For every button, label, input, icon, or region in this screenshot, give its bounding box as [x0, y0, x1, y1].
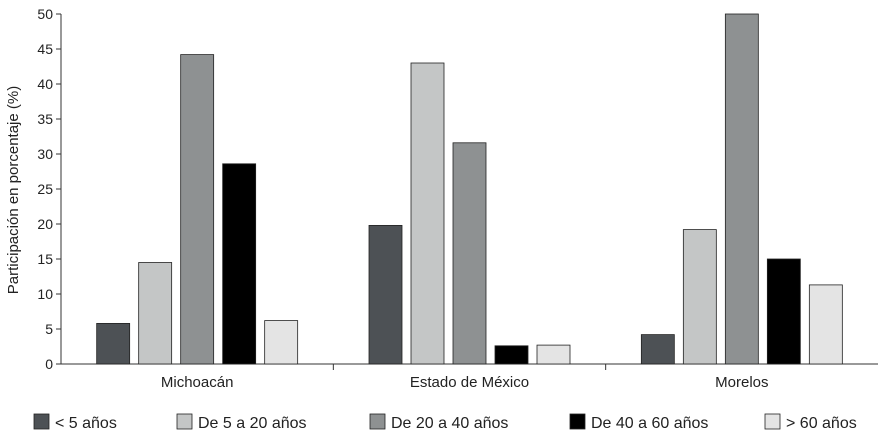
bars — [96, 13, 843, 365]
bar — [536, 344, 571, 365]
legend-label: > 60 años — [786, 415, 857, 432]
y-tick-label: 10 — [37, 286, 53, 302]
bar — [724, 13, 759, 365]
legend-swatch — [176, 413, 193, 430]
bar — [682, 229, 717, 365]
bar — [452, 142, 487, 365]
bar — [410, 62, 445, 365]
legend-swatch — [33, 413, 50, 430]
y-axis-label-group: Participación en porcentaje (%) — [5, 86, 22, 294]
y-axis-label: Participación en porcentaje (%) — [5, 86, 22, 294]
category-labels: Michoacán Estado de México Morelos — [161, 364, 769, 391]
legend: < 5 años De 5 a 20 años De 20 a 40 años De … — [33, 413, 857, 432]
bar — [180, 54, 215, 365]
legend-label: De 20 a 40 años — [391, 415, 508, 432]
legend-label: De 5 a 20 años — [198, 415, 307, 432]
category-label: Estado de México — [410, 374, 529, 391]
legend-swatch — [369, 413, 386, 430]
legend-swatch — [764, 413, 781, 430]
y-tick-label: 30 — [37, 146, 53, 162]
legend-swatch — [569, 413, 586, 430]
y-tick-label: 40 — [37, 76, 53, 92]
category-label: Morelos — [715, 374, 768, 391]
y-tick-label: 50 — [37, 6, 53, 22]
legend-label: < 5 años — [55, 415, 117, 432]
bar — [222, 163, 257, 365]
bar — [494, 345, 529, 365]
bar — [640, 334, 675, 365]
bar — [766, 258, 801, 365]
legend-label: De 40 a 60 años — [591, 415, 708, 432]
bar — [138, 262, 173, 365]
y-tick-label: 35 — [37, 111, 53, 127]
bar — [808, 284, 843, 365]
y-tick-label: 5 — [45, 321, 53, 337]
y-tick-label: 25 — [37, 181, 53, 197]
bar — [264, 320, 299, 365]
y-tick-label: 45 — [37, 41, 53, 57]
y-tick-label: 15 — [37, 251, 53, 267]
bar — [96, 322, 131, 365]
category-label: Michoacán — [161, 374, 234, 391]
y-tick-label: 0 — [45, 356, 53, 372]
bar — [368, 224, 403, 365]
y-tick-label: 20 — [37, 216, 53, 232]
y-ticks: 0 5 10 15 20 25 30 35 40 45 50 — [37, 6, 61, 372]
